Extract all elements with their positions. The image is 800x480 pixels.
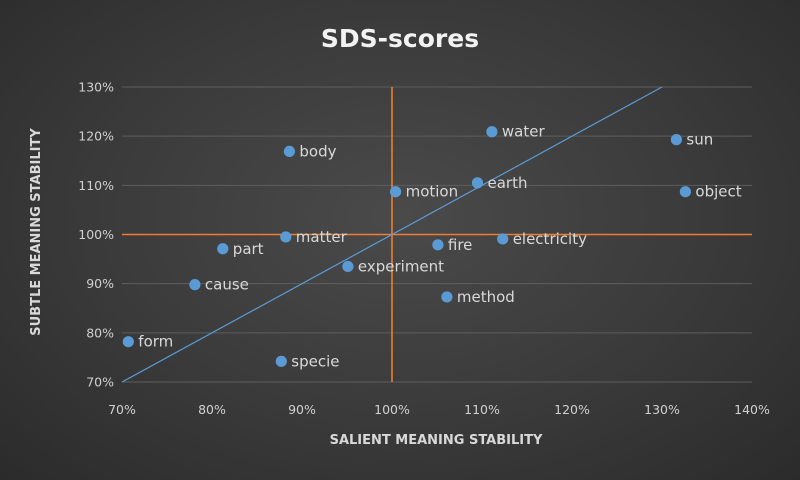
x-tick-label: 140% — [734, 402, 770, 417]
data-label-object: object — [695, 183, 741, 201]
data-label-earth: earth — [488, 174, 528, 192]
data-label-part: part — [233, 240, 264, 258]
data-point-object — [679, 186, 692, 198]
data-point-specie — [275, 355, 287, 367]
data-label-cause: cause — [205, 276, 249, 294]
x-tick-label: 130% — [644, 402, 680, 417]
data-point-motion — [390, 186, 402, 198]
x-tick-label: 80% — [198, 402, 226, 417]
data-point-form — [122, 336, 134, 348]
data-point-experiment — [342, 260, 354, 273]
data-label-matter: matter — [296, 228, 348, 246]
y-tick-label: 90% — [86, 276, 114, 291]
data-point-fire — [432, 239, 444, 251]
diagonal-reference-line — [121, 86, 663, 383]
x-axis-title: SALIENT MEANING STABILITY — [330, 433, 543, 448]
x-tick-label: 120% — [554, 402, 590, 417]
x-tick-label: 110% — [464, 402, 500, 417]
y-tick-label: 120% — [78, 129, 114, 144]
data-label-experiment: experiment — [358, 257, 444, 275]
data-point-sun — [670, 134, 683, 146]
data-label-form: form — [138, 333, 173, 351]
data-label-electricity: electricity — [513, 230, 587, 248]
y-tick-label: 70% — [86, 375, 114, 390]
data-points: form cause part body matter specie experiment m… — [122, 123, 742, 370]
data-label-body: body — [299, 142, 336, 160]
data-point-water — [486, 126, 498, 138]
y-tick-label: 80% — [86, 325, 114, 340]
x-tick-label: 70% — [108, 402, 136, 417]
y-tick-label: 100% — [78, 227, 114, 242]
data-point-method — [441, 291, 453, 303]
data-point-cause — [189, 279, 201, 291]
data-label-water: water — [502, 123, 546, 141]
chart-title: SDS-scores — [321, 24, 479, 53]
x-tick-label: 100% — [374, 402, 410, 417]
x-tick-label: 90% — [288, 402, 316, 417]
data-label-specie: specie — [291, 352, 339, 370]
y-axis-title: SUBTLE MEANING STABILITY — [29, 128, 44, 336]
data-label-method: method — [457, 288, 515, 306]
data-point-matter — [280, 231, 292, 243]
data-label-motion: motion — [406, 183, 459, 201]
y-tick-label: 110% — [78, 178, 114, 193]
x-axis-ticks: 70% 80% 90% 100% 110% 120% 130% 140% — [108, 402, 770, 417]
data-point-part — [217, 243, 229, 255]
data-label-sun: sun — [686, 131, 713, 149]
data-point-earth — [471, 177, 484, 189]
data-point-body — [283, 145, 295, 158]
y-axis-ticks: 70% 80% 90% 100% 110% 120% 130% — [78, 80, 114, 390]
reference-lines — [121, 86, 752, 383]
y-tick-label: 130% — [78, 80, 114, 95]
data-label-fire: fire — [448, 236, 473, 254]
data-point-electricity — [497, 233, 509, 245]
